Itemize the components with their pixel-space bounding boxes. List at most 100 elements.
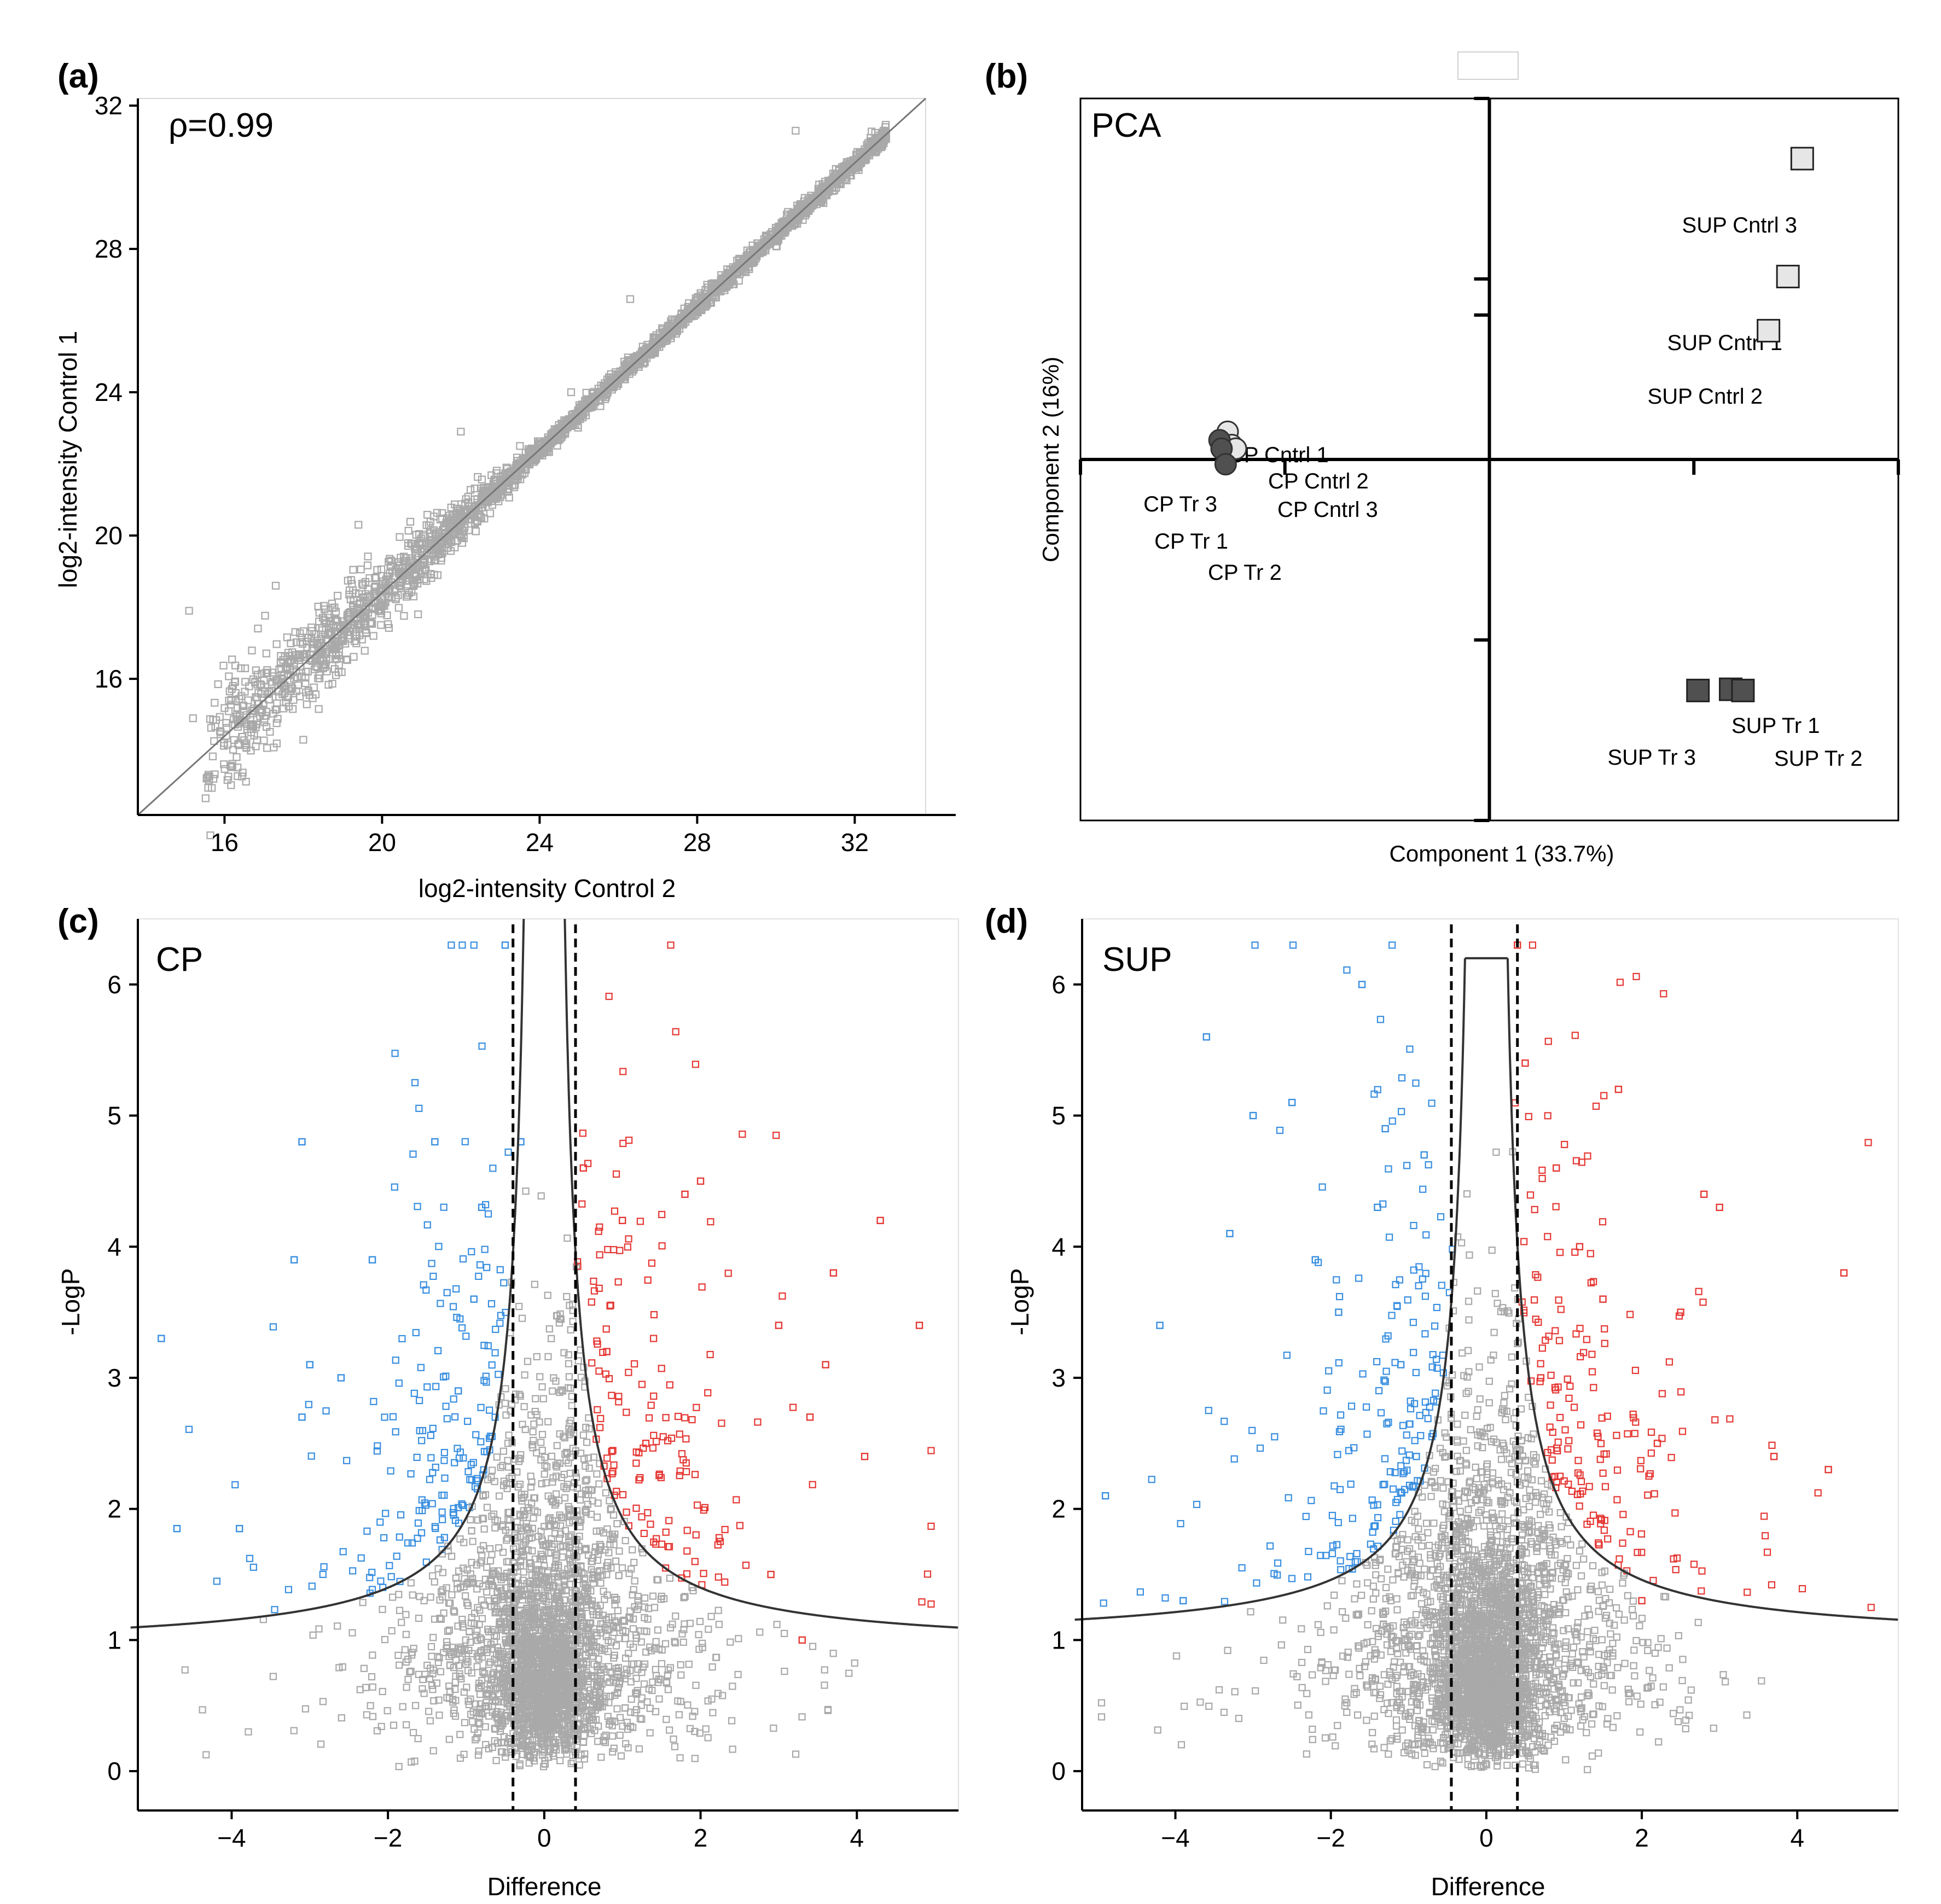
data-point	[688, 1416, 696, 1424]
data-point	[473, 1663, 481, 1670]
data-point	[505, 1431, 513, 1439]
data-point	[403, 1721, 410, 1728]
plot-a-y-title: log2-intensity Control 1	[54, 331, 82, 588]
plot-a-fit-line	[137, 97, 927, 816]
y-tick-label: 24	[95, 378, 123, 406]
data-point	[576, 1761, 583, 1769]
data-point	[499, 1548, 507, 1556]
data-point	[299, 736, 307, 744]
data-point	[367, 1702, 374, 1710]
data-point	[821, 1681, 828, 1689]
data-point	[369, 632, 377, 640]
data-point	[692, 1531, 700, 1539]
data-point	[351, 637, 359, 645]
data-point	[461, 1138, 469, 1145]
data-point	[704, 1389, 712, 1396]
data-point	[821, 1666, 828, 1674]
data-point	[404, 1539, 412, 1547]
data-point	[189, 714, 197, 723]
data-point	[263, 744, 271, 752]
data-point	[691, 1755, 699, 1762]
data-point	[545, 1325, 553, 1333]
data-point	[422, 577, 431, 585]
data-point	[714, 1606, 722, 1614]
data-point	[386, 1562, 393, 1569]
data-point	[702, 1725, 710, 1733]
data-point	[328, 679, 336, 688]
data-point	[238, 772, 246, 781]
data-point	[435, 1243, 443, 1250]
data-point	[396, 1606, 404, 1614]
data-point	[342, 1457, 351, 1464]
data-point	[488, 1361, 496, 1369]
data-point	[395, 1763, 403, 1771]
data-point	[322, 1407, 330, 1415]
data-point	[489, 1164, 497, 1172]
data-point	[420, 1597, 428, 1605]
data-point	[254, 625, 262, 633]
data-point	[320, 1563, 328, 1571]
pca-point-label: CP Tr 1	[1154, 529, 1228, 554]
data-point	[422, 566, 430, 574]
data-point	[418, 1437, 426, 1445]
data-point	[319, 602, 328, 610]
data-point	[719, 1692, 727, 1699]
data-point	[619, 1139, 627, 1148]
data-point	[623, 1509, 630, 1516]
data-point	[538, 1431, 547, 1439]
pca-plot-b: CP Cntrl 1CP Cntrl 2CP Cntrl 3CP Tr 3CP …	[1038, 51, 1900, 866]
data-point	[595, 1367, 603, 1375]
pca-y-title: Component 2 (16%)	[1038, 357, 1064, 562]
data-point	[440, 1534, 449, 1541]
data-point	[653, 1437, 660, 1446]
data-point	[486, 1557, 495, 1565]
data-point	[448, 1591, 456, 1599]
data-point	[677, 1661, 684, 1669]
data-point	[237, 664, 245, 672]
data-point	[666, 1381, 673, 1389]
data-point	[383, 1707, 391, 1715]
data-point	[613, 1487, 620, 1495]
data-point	[381, 1635, 389, 1644]
data-point	[739, 1130, 746, 1138]
data-point	[492, 1757, 500, 1765]
data-point	[597, 1414, 605, 1423]
data-point	[272, 640, 281, 648]
data-point	[361, 647, 369, 655]
data-point	[269, 1323, 277, 1331]
data-point	[214, 680, 222, 688]
data-point	[417, 1364, 425, 1371]
data-point	[626, 295, 635, 303]
data-point	[556, 1757, 564, 1765]
data-point	[363, 561, 372, 569]
data-point	[706, 1350, 714, 1359]
data-point	[349, 1567, 357, 1575]
pca-point-label: SUP Tr 3	[1607, 746, 1696, 770]
data-point	[729, 1682, 736, 1690]
data-point	[845, 1669, 853, 1677]
data-point	[649, 1444, 657, 1452]
data-point	[579, 1431, 588, 1439]
data-point	[439, 1586, 446, 1594]
data-point	[548, 1335, 555, 1342]
data-point	[387, 1467, 394, 1475]
data-point	[423, 511, 432, 519]
data-point	[691, 1558, 699, 1565]
data-point	[683, 1468, 690, 1476]
data-point	[414, 1519, 422, 1527]
data-point	[520, 1403, 528, 1411]
data-point	[355, 521, 363, 529]
data-point	[412, 1329, 420, 1336]
data-point	[567, 388, 576, 397]
data-point	[403, 1684, 410, 1691]
data-point	[379, 1605, 386, 1614]
panel-letter-a: (a)	[57, 57, 99, 95]
data-point	[377, 621, 385, 629]
data-point	[371, 574, 379, 583]
data-point	[475, 1272, 483, 1280]
data-point	[505, 493, 513, 502]
data-point	[462, 1332, 470, 1340]
data-point	[516, 1762, 524, 1769]
data-point	[201, 794, 210, 802]
